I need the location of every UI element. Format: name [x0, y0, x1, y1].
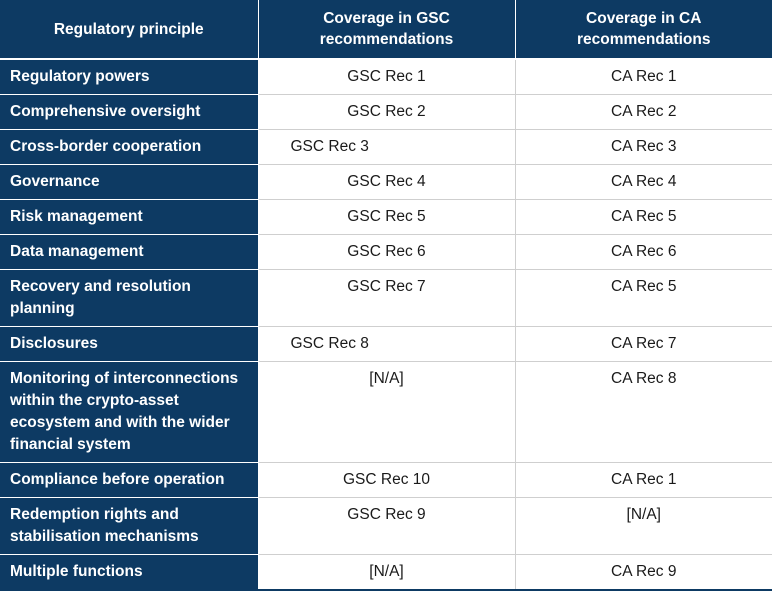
gsc-cell: GSC Rec 1 [258, 59, 516, 95]
ca-cell: CA Rec 8 [515, 361, 772, 463]
table-row: Compliance before operation GSC Rec 10 C… [0, 462, 772, 498]
ca-cell: CA Rec 4 [515, 164, 772, 200]
table-row: Recovery and resolution planning GSC Rec… [0, 269, 772, 327]
table-row: Disclosures GSC Rec 8 CA Rec 7 [0, 326, 772, 362]
table-row: Monitoring of interconnections within th… [0, 361, 772, 463]
table-row: Redemption rights and stabilisation mech… [0, 497, 772, 555]
principle-cell: Recovery and resolution planning [0, 269, 259, 327]
ca-cell: CA Rec 5 [515, 269, 772, 327]
gsc-cell: [N/A] [258, 361, 516, 463]
principle-cell: Redemption rights and stabilisation mech… [0, 497, 259, 555]
gsc-cell: GSC Rec 9 [258, 497, 516, 555]
table-header-row: Regulatory principle Coverage in GSC rec… [0, 0, 772, 60]
principle-cell: Data management [0, 234, 259, 270]
table-row: Comprehensive oversight GSC Rec 2 CA Rec… [0, 94, 772, 130]
header-gsc-coverage: Coverage in GSC recommendations [258, 0, 516, 60]
principle-cell: Comprehensive oversight [0, 94, 259, 130]
gsc-cell: GSC Rec 3 [258, 129, 516, 165]
ca-cell: CA Rec 3 [515, 129, 772, 165]
principle-cell: Compliance before operation [0, 462, 259, 498]
table-row: Governance GSC Rec 4 CA Rec 4 [0, 164, 772, 200]
header-ca-coverage: Coverage in CA recommendations [515, 0, 772, 60]
gsc-cell: GSC Rec 10 [258, 462, 516, 498]
ca-cell: CA Rec 2 [515, 94, 772, 130]
ca-cell: CA Rec 1 [515, 462, 772, 498]
gsc-cell: GSC Rec 5 [258, 199, 516, 235]
table-row: Data management GSC Rec 6 CA Rec 6 [0, 234, 772, 270]
principle-cell: Disclosures [0, 326, 259, 362]
header-regulatory-principle: Regulatory principle [0, 0, 259, 60]
ca-cell: [N/A] [515, 497, 772, 555]
principle-cell: Regulatory powers [0, 59, 259, 95]
gsc-cell: GSC Rec 2 [258, 94, 516, 130]
principle-cell: Risk management [0, 199, 259, 235]
gsc-cell: GSC Rec 7 [258, 269, 516, 327]
ca-cell: CA Rec 6 [515, 234, 772, 270]
table-row: Risk management GSC Rec 5 CA Rec 5 [0, 199, 772, 235]
ca-cell: CA Rec 5 [515, 199, 772, 235]
principle-cell: Governance [0, 164, 259, 200]
table-row: Cross-border cooperation GSC Rec 3 CA Re… [0, 129, 772, 165]
ca-cell: CA Rec 7 [515, 326, 772, 362]
table-row: Regulatory powers GSC Rec 1 CA Rec 1 [0, 59, 772, 95]
gsc-cell: GSC Rec 6 [258, 234, 516, 270]
ca-cell: CA Rec 1 [515, 59, 772, 95]
principle-cell: Cross-border cooperation [0, 129, 259, 165]
principle-cell: Monitoring of interconnections within th… [0, 361, 259, 463]
gsc-cell: GSC Rec 4 [258, 164, 516, 200]
gsc-cell: GSC Rec 8 [258, 326, 516, 362]
